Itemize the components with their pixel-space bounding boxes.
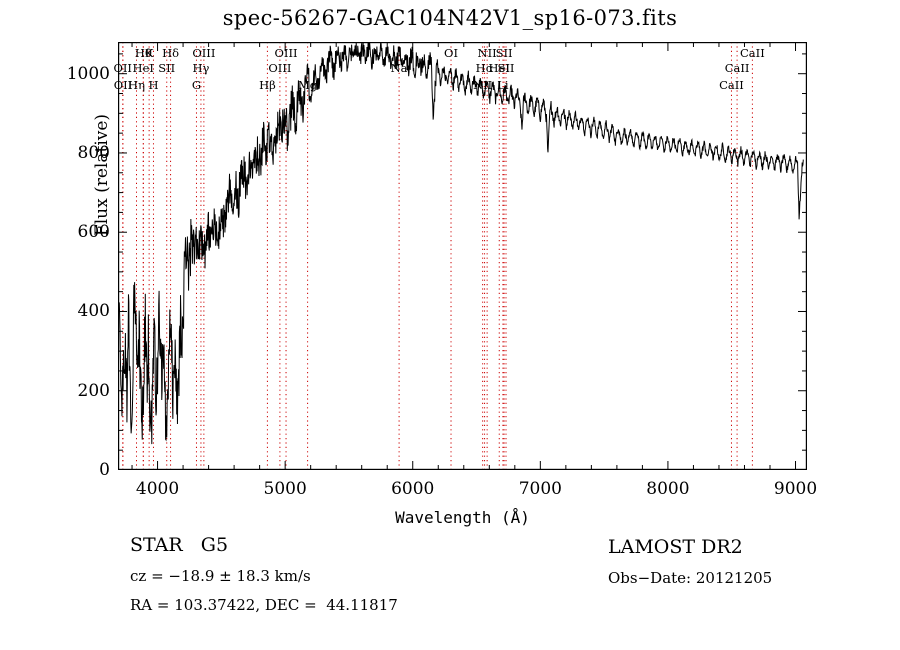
marker-lines-group [122, 42, 753, 470]
page-title: spec-56267-GAC104N42V1_sp16-073.fits [222, 6, 678, 30]
spectral-line-label: Mg [298, 78, 318, 92]
spectral-line-label: HeI [132, 61, 154, 75]
spectral-line-label: Hθ [134, 46, 152, 60]
spectral-line-label: OII [113, 61, 132, 75]
axis-frame-group [118, 42, 807, 470]
plot-frame [118, 42, 807, 470]
x-tick-label: 6000 [391, 479, 435, 499]
spectral-line-label: SII [495, 46, 513, 60]
y-tick-label: 600 [77, 222, 110, 243]
survey-name: LAMOST DR2 [608, 536, 743, 558]
y-tick-label: 400 [77, 301, 110, 322]
spectral-line-label: Hη [128, 78, 145, 92]
spectral-line-label: H [148, 78, 159, 92]
redshift-velocity: cz = −18.9 ± 18.3 km/s [130, 567, 311, 585]
spectral-line-label: Hγ [192, 61, 210, 75]
spectral-line-label: Na [390, 61, 408, 75]
spectral-line-label: Hδ [162, 46, 180, 60]
x-tick-label: 7000 [518, 479, 562, 499]
sky-coordinates: RA = 103.37422, DEC = 44.11817 [130, 596, 398, 614]
y-tick-label: 0 [99, 460, 110, 480]
x-tick-label: 4000 [135, 479, 180, 499]
spectral-line-label: SII [158, 61, 176, 75]
footer-left: STAR G5 cz = −18.9 ± 18.3 km/s RA = 103.… [130, 534, 398, 614]
y-axis-label: Flux (relative) [92, 113, 112, 237]
spectral-line-label: OIII [268, 61, 292, 75]
spectral-line-label: Hβ [259, 78, 276, 92]
x-tick-label: 5000 [263, 479, 307, 499]
plot-area [118, 42, 807, 470]
x-tick-label: 8000 [646, 479, 690, 499]
y-tick-label: 800 [77, 142, 110, 163]
spectrum-svg [118, 42, 807, 470]
spectral-line-label: NII [477, 46, 497, 60]
spectral-line-label: K [144, 46, 154, 60]
spectral-line-label: NII [473, 78, 493, 92]
footer-right: LAMOST DR2 Obs−Date: 20121205 [608, 536, 772, 587]
spectral-line-label: OI [444, 46, 459, 60]
observation-date: Obs−Date: 20121205 [608, 569, 773, 587]
spectral-line-label: SII [497, 61, 515, 75]
x-tick-label: 9000 [773, 479, 818, 499]
y-tick-label: 1000 [66, 63, 110, 84]
spectral-line-label: HeI [488, 61, 510, 75]
spectral-line-label: Hα [475, 61, 494, 75]
spectral-line-label: Li [497, 78, 509, 92]
spectrum-curve [118, 42, 804, 445]
spectral-line-label: CaII [740, 46, 765, 60]
spectral-line-label: CaII [724, 61, 750, 75]
y-tick-label: 200 [77, 380, 110, 401]
object-type: STAR G5 [130, 534, 229, 556]
spectral-line-label: OIII [274, 46, 298, 60]
spectrum-curve-group [118, 42, 804, 445]
spectral-line-label: OII [113, 78, 133, 92]
x-axis-label: Wavelength (Å) [395, 508, 530, 527]
spectral-line-label: G [191, 78, 202, 92]
spectral-line-label: OIII [192, 46, 216, 60]
spectral-line-label: CaII [719, 78, 744, 92]
